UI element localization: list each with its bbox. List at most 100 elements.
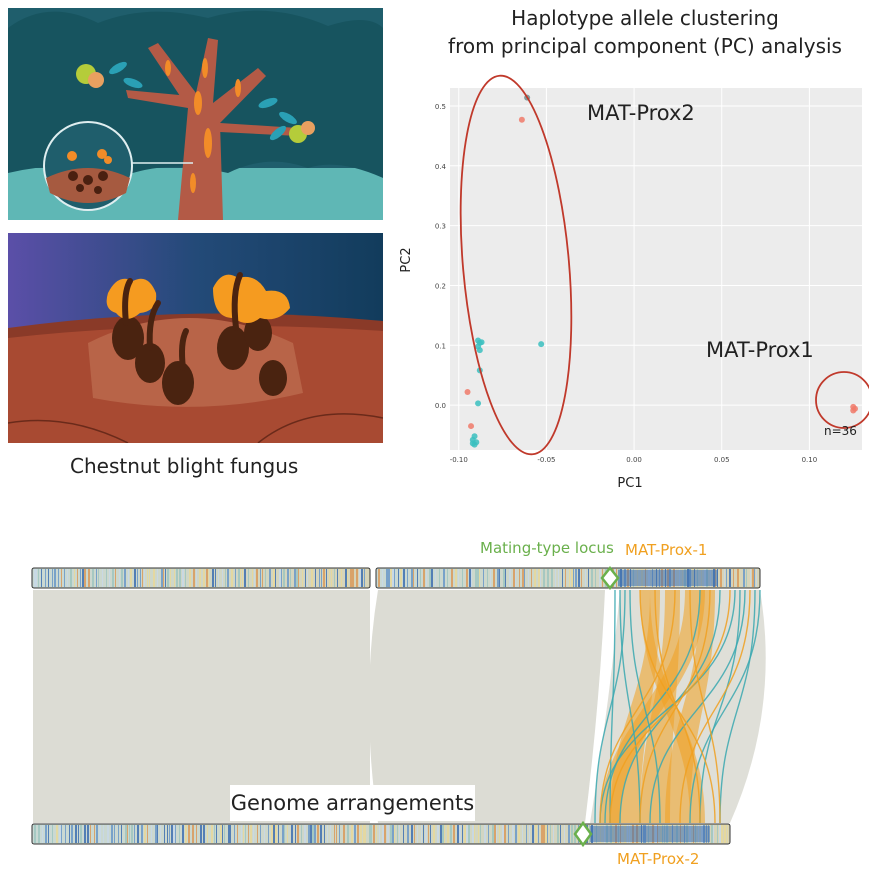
chromosome-stripe	[283, 569, 285, 587]
synteny-link	[604, 589, 701, 824]
chromosome-stripe	[440, 825, 442, 843]
chromosome-stripe	[200, 825, 202, 843]
chromosome-stripe	[320, 825, 322, 843]
chromosome-stripe	[317, 825, 319, 843]
chromosome-stripe	[478, 825, 479, 843]
chromosome-stripe	[188, 825, 190, 843]
chromosome-stripe	[373, 825, 375, 843]
chromosome-stripe	[538, 569, 540, 587]
chromosome-stripe	[326, 569, 327, 587]
chromosome-stripe	[99, 825, 101, 843]
chromosome-stripe	[147, 569, 148, 587]
chromosome-stripe	[547, 569, 549, 587]
chromosome-stripe	[483, 569, 484, 587]
chromosome-stripe	[237, 825, 238, 843]
chromosome-stripe	[562, 569, 563, 587]
chromosome-stripe	[540, 569, 541, 587]
synteny-link	[639, 589, 716, 824]
chromosome-stripe	[161, 569, 163, 587]
synteny-block-2	[369, 590, 605, 823]
chromosome-stripe	[52, 825, 53, 843]
chromosome-stripe	[480, 825, 481, 843]
chromosome-stripe	[218, 569, 219, 587]
chromosome-stripe	[347, 825, 349, 843]
chromosome-stripe	[278, 825, 279, 843]
data-point-teal	[469, 440, 476, 447]
orange-synteny-band	[600, 590, 705, 823]
chromosome-stripe	[494, 825, 496, 843]
chromosome-stripe	[382, 825, 384, 843]
chromosome-stripe	[752, 569, 754, 587]
chromosome-stripe	[260, 825, 261, 843]
chromosome-stripe	[185, 825, 187, 843]
chromosome-stripe	[351, 825, 353, 843]
chromosome-stripe	[230, 825, 231, 843]
chromosome-stripe	[58, 569, 59, 587]
chromosome-stripe	[203, 569, 205, 587]
chromosome-stripe	[212, 569, 214, 587]
chromosome-stripe	[568, 825, 570, 843]
chromosome-stripe	[304, 825, 306, 843]
count-label: n=36	[824, 424, 857, 438]
chromosome-stripe	[134, 569, 136, 587]
chromosome-stripe	[526, 825, 527, 843]
chromosome-stripe	[125, 825, 127, 843]
chromosome-stripe	[103, 825, 104, 843]
chromosome-stripe	[339, 825, 340, 843]
chromosome-stripe	[336, 825, 337, 843]
chromosome-stripe	[206, 569, 208, 587]
chromosome-stripe	[59, 825, 61, 843]
chromosome-stripe	[327, 825, 328, 843]
chromosome-stripe	[371, 825, 372, 843]
mat-prox2-ellipse	[459, 74, 573, 456]
synteny-link	[629, 589, 661, 824]
chromosome-stripe	[121, 825, 122, 843]
chromosome-stripe	[142, 569, 143, 587]
chromosome-stripe	[743, 569, 745, 587]
chromosome-stripe	[96, 825, 98, 843]
chromosome-stripe	[84, 825, 86, 843]
chromosome-stripe	[84, 569, 86, 587]
synteny-link	[699, 589, 741, 824]
chromosome-stripe	[80, 569, 81, 587]
chromosome-stripe	[170, 569, 171, 587]
chromosome-stripe	[444, 825, 445, 843]
synteny-link	[679, 589, 751, 824]
chromosome-stripe	[345, 569, 347, 587]
chromosome-stripe	[334, 825, 335, 843]
chromosome-stripe	[746, 569, 747, 587]
chromosome-stripe	[531, 569, 532, 587]
chromosome-stripe	[571, 825, 573, 843]
grid-lines	[450, 88, 862, 450]
chromosome-stripe	[215, 569, 216, 587]
chromosome-stripe	[310, 825, 312, 843]
chromosome-stripe	[130, 569, 132, 587]
chromosome-stripe	[488, 825, 489, 843]
chromosome-stripe	[144, 825, 146, 843]
x-tick-label: 0.10	[802, 456, 818, 464]
chromosome-stripe	[363, 825, 365, 843]
chromosome-stripe	[324, 825, 325, 843]
chromosome-stripe	[442, 825, 444, 843]
chromosome-stripe	[365, 825, 366, 843]
chromosome-stripe	[329, 569, 330, 587]
x-tick-labels: -0.10 -0.05 0.00 0.05 0.10	[450, 456, 817, 464]
chromosome-stripe	[733, 569, 734, 587]
genome-caption: Genome arrangements	[230, 785, 475, 821]
chromosome-stripe	[364, 569, 365, 587]
data-point-teal	[475, 400, 482, 407]
chromosome-stripe	[175, 825, 176, 843]
chromosome-stripe	[379, 825, 380, 843]
chromosome-stripe	[352, 569, 354, 587]
chromosome-stripe	[115, 569, 116, 587]
pca-title: Haplotype allele clustering from princip…	[420, 4, 869, 60]
mat-prox1-ellipse	[815, 371, 869, 429]
chromosome-stripe	[319, 569, 320, 587]
chromosome-stripe	[137, 825, 139, 843]
chromosome-stripe	[305, 569, 306, 587]
chromosome-stripe	[490, 569, 491, 587]
mating-type-locus-marker-top	[600, 565, 620, 591]
chromosome-stripe	[717, 825, 718, 843]
chromosome-stripe	[394, 825, 395, 843]
